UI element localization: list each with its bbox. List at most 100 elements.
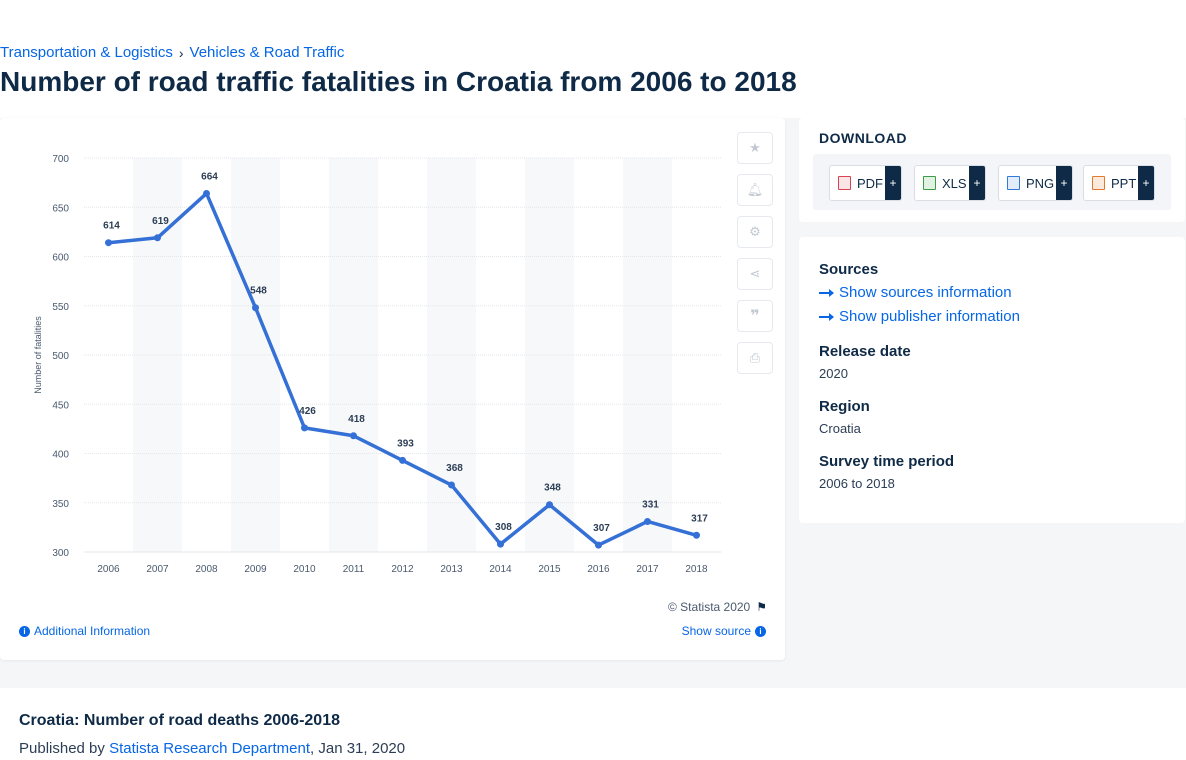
y-tick-label: 300 <box>52 548 69 559</box>
plus-icon[interactable]: + <box>885 166 901 200</box>
page-header <box>0 40 1186 118</box>
data-label: 393 <box>397 438 414 449</box>
additional-info-link[interactable]: i Additional Information <box>19 624 150 638</box>
chart-grid <box>84 157 721 553</box>
series-points <box>105 189 700 549</box>
favorite-button[interactable]: ★ <box>737 132 773 164</box>
x-tick-label: 2012 <box>391 564 414 575</box>
publish-date: , Jan 31, 2020 <box>310 740 406 757</box>
data-label: 418 <box>348 414 365 425</box>
breadcrumb-separator: › <box>178 44 184 61</box>
data-label: 307 <box>593 523 610 534</box>
copyright: © Statista 2020 ⚑ <box>668 600 767 614</box>
info-icon: i <box>19 625 30 637</box>
download-ppt-label: PPT <box>1111 175 1137 191</box>
download-pdf-label: PDF <box>857 175 883 191</box>
arrow-right-icon <box>819 312 834 321</box>
survey-period-value: 2006 to 2018 <box>819 476 895 491</box>
print-button[interactable]: ⎙ <box>737 342 773 374</box>
data-point <box>301 424 308 432</box>
plus-icon[interactable]: + <box>1138 166 1154 200</box>
publisher-link[interactable]: Statista Research Department <box>109 740 311 757</box>
info-icon: i <box>755 625 766 637</box>
quote-icon: ❞ <box>750 308 760 325</box>
y-tick-label: 700 <box>52 154 69 165</box>
data-point <box>154 234 161 242</box>
x-tick-label: 2007 <box>146 564 169 575</box>
additional-info-label: Additional Information <box>34 624 151 638</box>
pdf-file-icon <box>838 176 851 190</box>
x-tick-label: 2013 <box>440 564 463 575</box>
x-tick-label: 2009 <box>244 564 267 575</box>
breadcrumb-vehicles[interactable]: Vehicles & Road Traffic <box>189 44 345 61</box>
y-tick-label: 600 <box>52 253 69 264</box>
print-icon: ⎙ <box>749 350 761 365</box>
survey-period-label: Survey time period <box>819 453 955 470</box>
data-label: 426 <box>299 406 316 417</box>
line-chart: 300 350 400 450 500 550 600 650 700 2006 2007 2008… <box>33 154 721 575</box>
chart-band <box>525 158 574 552</box>
flag-icon[interactable]: ⚑ <box>756 600 767 614</box>
y-tick-labels: 300 350 400 450 500 550 600 650 700 <box>52 154 69 559</box>
download-title: DOWNLOAD <box>819 130 907 146</box>
gear-icon: ⚙ <box>749 224 761 239</box>
y-axis-label: Number of fatalities <box>33 316 43 394</box>
notification-button[interactable]: 🔔︎ <box>737 174 773 206</box>
y-tick-label: 450 <box>52 400 69 411</box>
share-button[interactable]: ⋖ <box>737 258 773 290</box>
x-tick-label: 2006 <box>97 564 120 575</box>
chart-band <box>231 158 280 552</box>
page-title: Number of road traffic fatalities in Cro… <box>0 66 797 97</box>
data-point <box>595 541 602 549</box>
breadcrumb: Transportation & Logistics › Vehicles & … <box>0 44 344 61</box>
data-point <box>546 501 553 509</box>
ppt-file-icon <box>1092 176 1105 190</box>
download-ppt-button[interactable]: PPT + <box>1083 165 1155 201</box>
download-card: DOWNLOAD PDF + XLS + PNG + PPT + <box>799 118 1185 222</box>
x-tick-label: 2016 <box>587 564 610 575</box>
cite-button[interactable]: ❞ <box>737 300 773 332</box>
data-point <box>448 481 455 489</box>
bell-icon: 🔔︎ <box>746 182 764 197</box>
data-label: 614 <box>103 221 120 232</box>
arrow-right-icon <box>819 288 834 297</box>
show-source-link[interactable]: Show source i <box>682 624 766 638</box>
y-tick-label: 350 <box>52 499 69 510</box>
x-tick-label: 2010 <box>293 564 316 575</box>
sources-label: Sources <box>819 261 879 278</box>
xls-file-icon <box>923 176 936 190</box>
data-point <box>399 456 406 464</box>
data-label: 619 <box>152 216 169 227</box>
download-png-button[interactable]: PNG + <box>998 165 1073 201</box>
x-tick-label: 2014 <box>489 564 512 575</box>
data-labels: 614 619 664 548 426 418 393 368 308 348 307 331 317 <box>103 171 708 534</box>
copyright-text: © Statista 2020 <box>668 600 751 614</box>
data-point <box>350 432 357 440</box>
download-xls-label: XLS <box>942 175 967 191</box>
data-point <box>644 517 651 525</box>
breadcrumb-transportation[interactable]: Transportation & Logistics <box>0 44 173 61</box>
statistic-info-card: Sources Show sources information Show pu… <box>799 237 1185 523</box>
data-label: 348 <box>544 483 561 494</box>
data-point <box>252 304 259 312</box>
x-tick-labels: 2006 2007 2008 2009 2010 2011 2012 2013 2014 2015… <box>97 564 708 575</box>
data-point <box>497 540 504 548</box>
data-label: 308 <box>495 522 512 533</box>
show-publisher-link[interactable]: Show publisher information <box>819 308 1020 325</box>
download-png-label: PNG <box>1026 175 1055 191</box>
chart-band <box>623 158 672 552</box>
x-tick-label: 2018 <box>685 564 708 575</box>
plus-icon[interactable]: + <box>1056 166 1072 200</box>
release-date-label: Release date <box>819 343 911 360</box>
show-publisher-label: Show publisher information <box>839 308 1020 325</box>
chart-card: 300 350 400 450 500 550 600 650 700 2006 2007 2008… <box>0 118 785 660</box>
y-tick-label: 400 <box>52 450 69 461</box>
published-line: Published by Statista Research Departmen… <box>19 740 405 757</box>
share-icon: ⋖ <box>749 266 761 281</box>
settings-button[interactable]: ⚙ <box>737 216 773 248</box>
y-tick-label: 550 <box>52 302 69 313</box>
plus-icon[interactable]: + <box>969 166 985 200</box>
download-pdf-button[interactable]: PDF + <box>829 165 902 201</box>
show-sources-link[interactable]: Show sources information <box>819 284 1012 301</box>
download-xls-button[interactable]: XLS + <box>914 165 986 201</box>
